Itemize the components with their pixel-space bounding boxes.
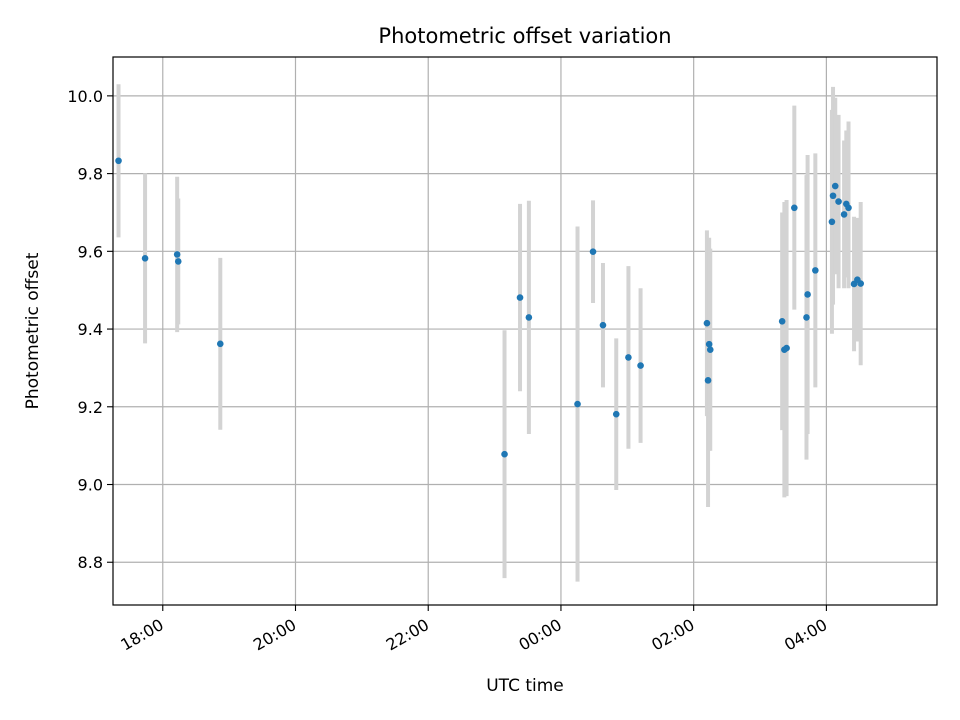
x-tick-label: 22:00 bbox=[383, 615, 432, 655]
data-point bbox=[840, 211, 848, 218]
data-point bbox=[173, 251, 181, 258]
data-point bbox=[857, 280, 864, 287]
chart-title: Photometric offset variation bbox=[378, 24, 671, 48]
data-point bbox=[828, 218, 836, 226]
data-point bbox=[141, 255, 149, 262]
data-point bbox=[812, 267, 819, 274]
data-point bbox=[791, 204, 798, 212]
data-point bbox=[705, 340, 713, 348]
x-tick-label: 18:00 bbox=[117, 615, 166, 655]
data-point bbox=[637, 362, 644, 369]
x-axis-label: UTC time bbox=[486, 676, 564, 696]
y-tick-label: 8.8 bbox=[78, 553, 103, 572]
data-point bbox=[845, 204, 852, 212]
data-point bbox=[612, 410, 620, 418]
point-layer bbox=[115, 157, 864, 458]
data-point bbox=[115, 157, 122, 165]
y-tick-label: 10.0 bbox=[67, 87, 103, 106]
data-point bbox=[829, 192, 837, 200]
plot-frame bbox=[112, 56, 938, 606]
errorbar-layer bbox=[116, 84, 863, 582]
data-point bbox=[804, 291, 811, 298]
grid-layer bbox=[113, 57, 937, 605]
tick-layer: 18:00 20:00 22:00 00:00 02:00 04:00 8.8 9.0 9.2 9… bbox=[67, 87, 830, 655]
data-point bbox=[706, 346, 714, 353]
data-point bbox=[835, 198, 842, 205]
x-tick-label: 00:00 bbox=[516, 615, 565, 655]
y-tick-label: 9.2 bbox=[78, 398, 103, 417]
x-tick-label: 04:00 bbox=[781, 615, 830, 655]
y-tick-label: 9.6 bbox=[78, 242, 103, 261]
y-tick-label: 9.8 bbox=[78, 165, 103, 184]
y-tick-label: 9.0 bbox=[78, 476, 103, 495]
x-tick-label: 20:00 bbox=[250, 615, 299, 655]
data-point bbox=[831, 182, 839, 190]
x-tick-label: 02:00 bbox=[648, 615, 697, 655]
y-axis-label: Photometric offset bbox=[23, 252, 43, 409]
data-point bbox=[599, 321, 607, 329]
data-point bbox=[625, 354, 632, 361]
data-point bbox=[803, 314, 810, 321]
data-point bbox=[778, 317, 786, 325]
y-tick-label: 9.4 bbox=[78, 320, 103, 339]
data-point bbox=[703, 319, 711, 327]
data-point bbox=[516, 294, 524, 301]
data-point bbox=[525, 314, 533, 321]
data-point bbox=[589, 248, 597, 256]
data-point bbox=[783, 344, 790, 352]
data-point bbox=[574, 400, 581, 408]
data-point bbox=[174, 258, 182, 265]
data-point bbox=[704, 377, 712, 384]
data-point bbox=[501, 450, 508, 458]
data-point bbox=[216, 340, 224, 348]
